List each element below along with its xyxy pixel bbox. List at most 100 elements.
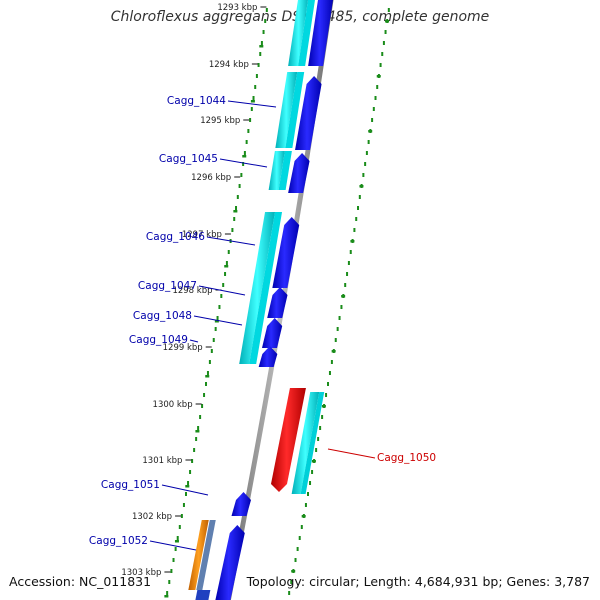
gc-dot (243, 151, 246, 155)
gc-dot (265, 8, 268, 12)
gc-dot (255, 74, 258, 78)
gc-dash (301, 515, 306, 518)
gc-dot (259, 52, 262, 56)
feature-block (239, 212, 276, 364)
gc-dash (205, 375, 210, 378)
feature-block (298, 0, 315, 66)
gc-dot (357, 206, 360, 210)
kbp-tick-label: 1298 kbp (172, 286, 212, 296)
reverse-cds-arrow (270, 388, 306, 492)
kbp-ticks (164, 6, 267, 573)
gc-dot (187, 481, 190, 485)
gc-dot (338, 316, 341, 320)
gc-dot (294, 558, 297, 562)
gc-dot (247, 129, 250, 133)
gc-dot (250, 107, 253, 111)
gc-dot (206, 371, 209, 375)
feature-block (268, 151, 285, 190)
gc-dot (321, 415, 324, 419)
kbp-tick-label: 1299 kbp (163, 343, 203, 353)
gc-dot (300, 525, 303, 529)
genome-summary-text: Topology: circular; Length: 4,684,931 bp… (246, 574, 590, 589)
gc-dot (238, 184, 241, 188)
gc-dot (214, 327, 217, 331)
gc-dot (382, 41, 385, 45)
kbp-tick-labels: 1293 kbp 1294 kbp 1295 kbp 1296 kbp 1297 kbp… (121, 3, 257, 578)
gc-skew-track-left (164, 8, 268, 598)
gene-label: Cagg_1052 (89, 535, 148, 547)
gc-dash (291, 570, 296, 573)
gc-dot (309, 481, 312, 485)
gc-dash (174, 540, 179, 543)
gc-dot (231, 228, 234, 232)
gc-dot (254, 85, 257, 89)
gc-dot (315, 448, 318, 452)
gc-dot (166, 591, 169, 595)
gene-label: Cagg_1051 (101, 479, 160, 491)
forward-cds-arrow (308, 0, 333, 66)
gc-dot (358, 195, 361, 199)
gc-dot (330, 360, 333, 364)
gc-dot (249, 118, 252, 122)
gc-dot (334, 338, 337, 342)
gc-dot (317, 437, 320, 441)
gc-dot (336, 327, 339, 331)
gc-dot (325, 393, 328, 397)
gc-dot (381, 52, 384, 56)
gc-dot (168, 580, 171, 584)
gc-dot (364, 162, 367, 166)
gc-dot (257, 63, 260, 67)
gc-dash (376, 75, 381, 78)
rna-block (188, 520, 209, 590)
gc-dash (331, 350, 336, 353)
gene-label-leader (193, 315, 243, 326)
gene-label-leader (149, 540, 197, 551)
gc-dot (235, 206, 238, 210)
gc-dot (262, 30, 265, 34)
gc-dash (164, 595, 169, 598)
feature-block (275, 72, 298, 148)
gc-dot (205, 382, 208, 386)
feature-block (278, 151, 292, 190)
gc-dot (374, 96, 377, 100)
forward-cds-arrow (272, 217, 300, 288)
feature-block (195, 590, 211, 600)
gc-dot (174, 547, 177, 551)
gc-dot (182, 503, 185, 507)
gc-dash (368, 130, 373, 133)
gc-dot (306, 492, 309, 496)
accession-text: Accession: NC_011831 (9, 574, 152, 589)
gc-dot (210, 349, 213, 353)
gc-dot (199, 415, 202, 419)
gc-dot (227, 250, 230, 254)
gc-dot (208, 360, 211, 364)
gc-dash (242, 155, 247, 158)
gc-dash (321, 405, 326, 408)
gene-label-leader (189, 339, 199, 343)
gc-dot (372, 107, 375, 111)
gc-dash (224, 265, 229, 268)
gc-dot (365, 151, 368, 155)
gc-dot (225, 261, 228, 265)
gc-dot (172, 558, 175, 562)
gc-dot (201, 404, 204, 408)
kbp-tick-label: 1301 kbp (142, 456, 182, 466)
gene-label-leader (161, 484, 209, 496)
gc-dot (346, 272, 349, 276)
gene-label: Cagg_1048 (133, 310, 192, 322)
gc-dash (195, 430, 200, 433)
gene-label: Cagg_1050 (377, 452, 436, 464)
gc-dot (222, 283, 225, 287)
forward-cds-arrow (258, 346, 278, 367)
gc-dash (359, 185, 364, 188)
gc-dot (170, 569, 173, 573)
feature-block (288, 0, 308, 66)
gc-dash (250, 100, 255, 103)
gene-label-leader (219, 158, 268, 168)
gc-dot (189, 470, 192, 474)
feature-block (300, 392, 325, 494)
forward-cds-arrow (288, 153, 310, 193)
gc-dot (180, 514, 183, 518)
gc-dot (290, 580, 293, 584)
